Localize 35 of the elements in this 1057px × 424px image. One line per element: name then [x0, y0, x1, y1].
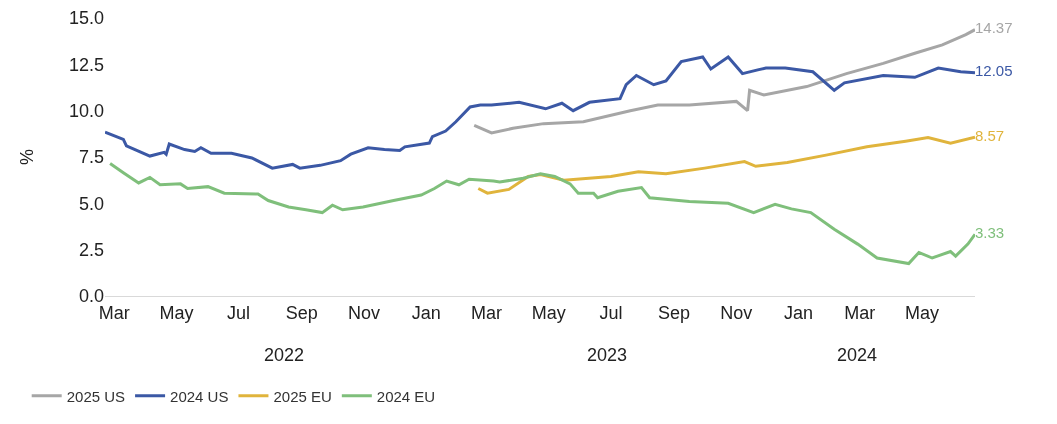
- y-axis-title: %: [17, 148, 38, 166]
- y-tick-label: 10.0: [68, 100, 104, 121]
- line-series: [472, 28, 975, 135]
- x-tick-label: Jan: [784, 302, 814, 323]
- x-tick-label: Sep: [658, 302, 691, 323]
- text: 2023: [587, 345, 628, 365]
- legend-label: 2025 EU: [273, 387, 332, 405]
- legend-label: 2024 EU: [376, 387, 436, 405]
- x-tick-label: Mar: [470, 302, 502, 323]
- y-tick-label: 7.5: [78, 147, 104, 168]
- x-tick-label: Jul: [599, 302, 623, 323]
- line-series: [476, 135, 975, 195]
- line-series: [105, 55, 975, 170]
- x-tick-label: Mar: [844, 302, 876, 323]
- text: 2022: [264, 345, 305, 365]
- x-tick-label: Jul: [227, 302, 251, 323]
- x-tick-label: Nov: [720, 302, 753, 323]
- x-tick-label: May: [531, 302, 566, 323]
- y-tick-label: 5.0: [78, 193, 104, 214]
- x-tick-label: May: [159, 302, 194, 323]
- y-tick-label: 12.5: [68, 54, 104, 75]
- data-label: 8.57: [975, 126, 1005, 144]
- line-series: [108, 161, 975, 266]
- data-label: 14.37: [975, 19, 1013, 37]
- x-tick-label: Sep: [285, 302, 318, 323]
- legend-label: 2025 US: [66, 387, 126, 405]
- x-tick-label: May: [904, 302, 939, 323]
- text: 2024: [837, 345, 878, 365]
- data-label: 12.05: [975, 62, 1013, 80]
- data-label: 3.33: [975, 224, 1005, 242]
- y-tick-label: 15.0: [68, 8, 104, 29]
- legend-label: 2024 US: [170, 387, 229, 405]
- x-tick-label: Nov: [348, 302, 381, 323]
- x-tick-label: Jan: [411, 302, 441, 323]
- y-tick-label: 2.5: [78, 239, 104, 260]
